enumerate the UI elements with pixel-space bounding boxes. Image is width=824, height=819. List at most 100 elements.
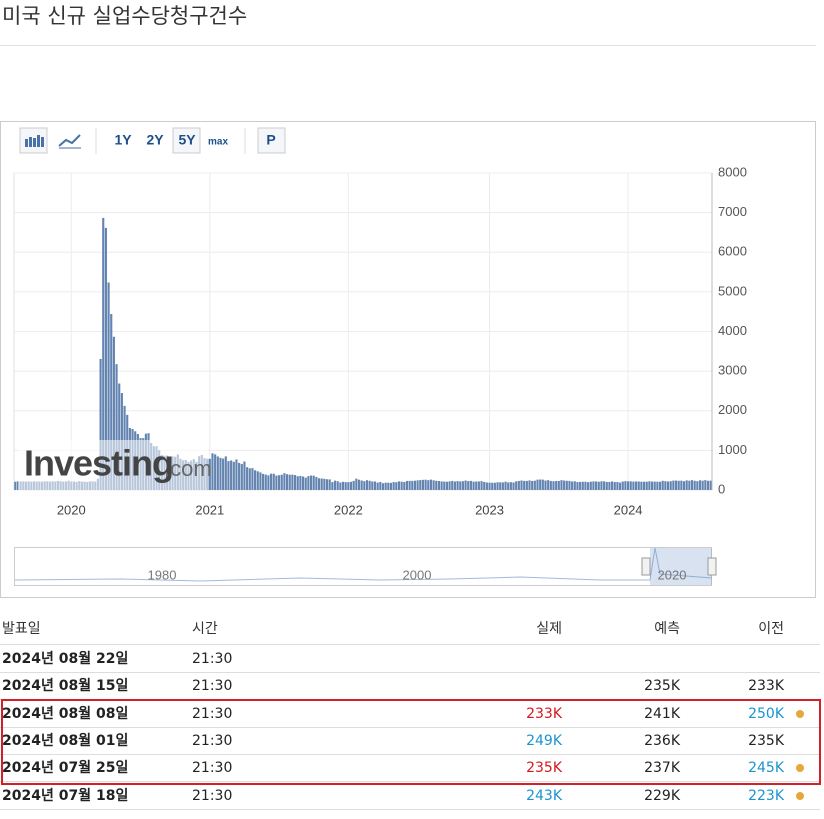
- bar: [248, 468, 251, 490]
- bar: [339, 482, 342, 490]
- bar: [661, 480, 664, 490]
- navigator-handle[interactable]: [707, 557, 717, 576]
- cell-actual: 243K: [526, 787, 562, 804]
- bar: [640, 481, 643, 490]
- bar: [118, 383, 121, 490]
- bar: [571, 481, 574, 490]
- bar: [262, 473, 265, 490]
- cell-time: 21:30: [192, 760, 233, 777]
- bar: [464, 480, 467, 490]
- bar: [520, 480, 523, 490]
- bar: [230, 460, 233, 490]
- navigator-handle[interactable]: [641, 557, 651, 576]
- bar: [411, 480, 414, 490]
- bar: [102, 217, 105, 490]
- bar: [512, 482, 515, 490]
- bar: [509, 482, 512, 490]
- bar: [674, 480, 678, 490]
- bar: [603, 481, 606, 490]
- row-separator: [0, 808, 820, 810]
- bar: [507, 482, 510, 490]
- bar: [445, 481, 448, 490]
- bar: [235, 459, 238, 490]
- range-button[interactable]: max: [208, 137, 228, 148]
- bar-icon-glyph: [25, 135, 44, 147]
- bar: [597, 481, 600, 490]
- bar: [658, 481, 662, 490]
- range-button[interactable]: 2Y: [146, 132, 164, 148]
- cell-previous: 250K: [748, 705, 784, 722]
- bar: [280, 474, 283, 490]
- p-button[interactable]: P: [266, 132, 275, 148]
- bar: [246, 467, 249, 490]
- bar: [523, 480, 526, 490]
- cell-time: 21:30: [192, 651, 233, 667]
- bar: [304, 477, 307, 490]
- cell-forecast: 229K: [644, 787, 680, 804]
- page-title: 미국 신규 실업수당청구건수: [2, 4, 248, 28]
- bar: [685, 480, 688, 490]
- range-button[interactable]: 5Y: [178, 132, 196, 148]
- bar: [408, 480, 411, 490]
- bar: [680, 480, 683, 490]
- range-button[interactable]: 1Y: [114, 132, 132, 148]
- bar: [560, 480, 563, 490]
- bar: [533, 480, 536, 490]
- bar: [488, 482, 491, 490]
- bar: [373, 481, 377, 490]
- p-button-frame: [257, 127, 286, 154]
- bar: [381, 483, 385, 490]
- y-tick-label: 4000: [718, 323, 747, 338]
- bar: [104, 227, 107, 491]
- bar: [419, 480, 422, 490]
- bar: [544, 480, 547, 490]
- navigator-selection[interactable]: [650, 548, 712, 585]
- bar: [275, 475, 278, 490]
- bar: [357, 479, 361, 490]
- revised-dot: [796, 709, 804, 718]
- x-tick-label: 2024: [614, 502, 643, 517]
- bar: [115, 364, 118, 490]
- y-tick-label: 5000: [718, 283, 747, 298]
- bar: [312, 475, 315, 490]
- bar: [317, 478, 321, 490]
- bar: [395, 482, 398, 490]
- row-separator: [0, 672, 820, 673]
- y-tick-label: 6000: [718, 244, 747, 259]
- bar: [459, 481, 462, 490]
- bar: [224, 456, 227, 490]
- cell-time: 21:30: [192, 787, 233, 804]
- bar: [403, 481, 406, 490]
- bar: [677, 480, 680, 490]
- bar: [608, 481, 611, 490]
- column-header: 발표일: [2, 621, 41, 637]
- bar: [613, 481, 616, 490]
- line-icon[interactable]: [58, 134, 81, 147]
- bar: [595, 481, 598, 490]
- bar: [333, 480, 337, 490]
- bar: [581, 481, 584, 490]
- bar: [421, 479, 425, 490]
- bar: [557, 481, 560, 490]
- column-header: 예측: [654, 621, 680, 637]
- bar: [515, 481, 518, 490]
- bar: [432, 480, 435, 490]
- bar: [243, 461, 246, 490]
- bar: [499, 482, 502, 490]
- bar: [240, 463, 243, 490]
- bar: [384, 482, 387, 490]
- row-separator: [0, 753, 820, 755]
- bar: [320, 478, 323, 490]
- bar: [437, 480, 440, 490]
- y-tick-label: 2000: [718, 402, 747, 417]
- bar: [256, 471, 259, 490]
- cell-date: 2024년 08월 22일: [2, 651, 129, 667]
- bar: [592, 481, 595, 490]
- navigator-line: [14, 547, 713, 582]
- bar: [214, 454, 217, 490]
- revised-dot: [796, 764, 804, 773]
- bar: [642, 481, 646, 490]
- cell-time: 21:30: [192, 678, 233, 695]
- bar: [219, 457, 222, 490]
- bar: [291, 474, 294, 490]
